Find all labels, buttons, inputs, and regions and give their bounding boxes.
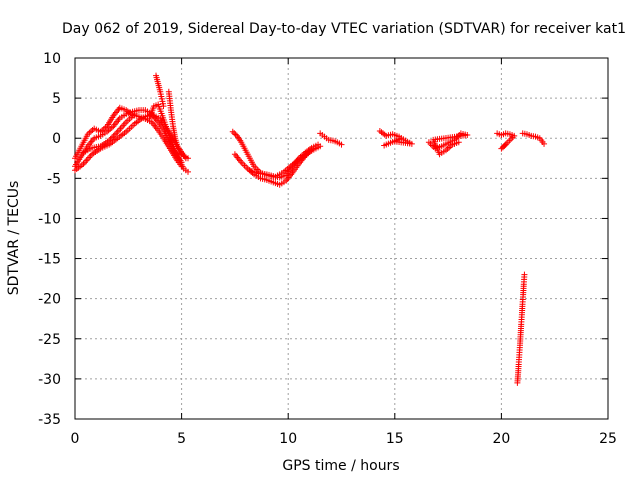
x-tick-label: 20 [492, 431, 510, 447]
data-point-interp [110, 133, 117, 140]
data-point [317, 143, 324, 150]
data-point [381, 142, 388, 149]
data-point-interp [113, 130, 120, 137]
data-point [131, 111, 138, 118]
series-track-6 [153, 72, 167, 110]
y-tick-label: -15 [38, 252, 61, 268]
data-point-interp [231, 130, 238, 137]
x-tick-label: 25 [599, 431, 617, 447]
data-point [541, 140, 548, 147]
chart-title: Day 062 of 2019, Sidereal Day-to-day VTE… [62, 21, 626, 37]
y-tick-label: -5 [47, 171, 61, 187]
y-tick-label: -35 [38, 412, 61, 428]
data-point-interp [107, 136, 114, 143]
x-tick-labels: 0 5 10 15 20 25 [71, 431, 617, 447]
series-track-13 [425, 130, 471, 158]
data-point [455, 139, 462, 146]
data-point-interp [501, 142, 508, 149]
y-tick-label: -30 [38, 372, 61, 388]
y-axis-label: SDTVAR / TECUs [6, 181, 22, 296]
y-tick-labels: 10 5 0 -5 -10 -15 -20 -25 -30 -35 [38, 51, 61, 428]
y-tick-label: -10 [38, 211, 61, 227]
y-tick-label: -20 [38, 292, 61, 308]
y-tick-label: 10 [43, 51, 61, 67]
grid [75, 58, 608, 419]
x-tick-label: 10 [279, 431, 297, 447]
x-axis-label: GPS time / hours [282, 458, 399, 474]
series-track-16 [514, 271, 528, 386]
data-point-interp [499, 144, 506, 151]
plot-frame [74, 57, 609, 420]
data-point [184, 155, 191, 162]
x-tick-label: 0 [71, 431, 80, 447]
series-track-15 [519, 130, 548, 147]
data-point [160, 103, 167, 110]
y-tick-label: 0 [52, 131, 61, 147]
series-track-3 [72, 111, 189, 174]
x-tick-label: 5 [177, 431, 186, 447]
data-point [106, 137, 113, 144]
axis-ticks [74, 57, 609, 420]
data-point [229, 128, 236, 135]
data-points [72, 72, 548, 386]
series-track-4 [80, 111, 138, 156]
data-point [498, 145, 505, 152]
series-track-11 [317, 130, 345, 148]
y-tick-label: -25 [38, 332, 61, 348]
y-tick-label: 5 [52, 91, 61, 107]
series-track-10 [246, 143, 324, 180]
data-point [502, 141, 509, 148]
data-point [521, 271, 528, 278]
data-point [184, 168, 191, 175]
x-tick-label: 15 [386, 431, 404, 447]
series-track-12 [376, 128, 415, 149]
data-point [338, 141, 345, 148]
series-track-7 [165, 88, 191, 162]
series-track-14 [494, 130, 518, 152]
data-point-interp [111, 131, 118, 138]
data-point-interp [108, 134, 115, 141]
